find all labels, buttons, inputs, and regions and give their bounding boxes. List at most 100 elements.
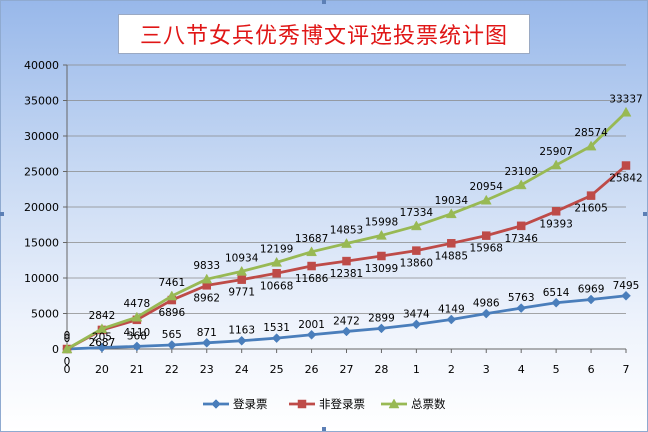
data-label: 15968	[470, 243, 503, 255]
data-point	[61, 343, 73, 354]
data-point	[271, 333, 282, 343]
data-point	[447, 239, 456, 248]
x-tick-label: 27	[340, 363, 354, 376]
x-tick-label: 0	[64, 363, 71, 376]
data-point	[481, 308, 492, 319]
x-tick-label: 7	[623, 363, 630, 376]
legend-marker	[297, 399, 307, 409]
data-label: 9771	[228, 287, 255, 299]
data-point	[97, 342, 107, 353]
data-point	[446, 314, 457, 325]
chart-title: 三八节女兵优秀博文评选投票统计图	[139, 24, 508, 49]
data-point	[411, 319, 422, 330]
data-label: 14853	[330, 225, 363, 237]
data-point	[376, 323, 387, 334]
data-point	[272, 269, 281, 278]
data-label: 28574	[574, 127, 608, 139]
data-label: 3474	[403, 308, 430, 320]
data-point	[96, 323, 108, 334]
data-label: 21605	[574, 203, 607, 215]
y-tick-label: 35000	[24, 95, 59, 108]
data-label: 13099	[365, 263, 398, 275]
data-label: 7495	[613, 280, 640, 292]
x-tick-label: 2	[448, 363, 455, 376]
data-point	[237, 275, 246, 284]
data-label: 20954	[470, 181, 504, 193]
data-point	[550, 159, 562, 170]
x-tick-label: 5	[553, 363, 560, 376]
data-point	[585, 140, 597, 151]
data-label: 6514	[543, 287, 570, 299]
data-label: 10668	[260, 280, 293, 292]
resize-handle-left[interactable]	[0, 212, 4, 216]
data-label: 17334	[400, 207, 434, 219]
data-label: 17346	[504, 233, 538, 245]
data-point	[586, 294, 596, 305]
data-point	[621, 161, 631, 170]
resize-handle-top[interactable]	[322, 0, 326, 4]
data-point	[341, 326, 352, 337]
data-point	[307, 261, 316, 271]
data-point	[412, 246, 421, 255]
data-point	[132, 341, 142, 352]
data-label: 10934	[225, 252, 259, 264]
data-label: 1163	[228, 325, 255, 337]
x-tick-label: 20	[95, 363, 109, 376]
y-tick-label: 10000	[24, 272, 59, 285]
axes: 0500010000150002000025000300003500040000…	[24, 59, 630, 376]
data-label: 6969	[578, 284, 605, 296]
data-label: 0	[64, 356, 71, 368]
x-tick-label: 3	[483, 363, 490, 376]
x-tick-label: 28	[374, 363, 388, 376]
data-label: 871	[197, 327, 217, 339]
x-tick-label: 24	[235, 363, 249, 376]
data-label: 2842	[89, 310, 116, 322]
x-tick-label: 22	[165, 363, 179, 376]
y-tick-label: 25000	[24, 166, 59, 179]
y-tick-label: 20000	[24, 201, 59, 214]
data-label: 4149	[438, 304, 465, 316]
data-point	[482, 231, 491, 240]
data-label: 19034	[435, 195, 469, 207]
data-label: 25842	[609, 173, 642, 185]
resize-handle-bottom[interactable]	[322, 427, 326, 431]
data-point	[342, 256, 351, 266]
data-label: 11686	[295, 273, 329, 285]
data-point	[306, 246, 317, 257]
data-point	[480, 194, 492, 205]
x-tick-label: 23	[200, 363, 214, 376]
data-point	[516, 303, 527, 313]
data-point	[551, 297, 561, 308]
data-point	[306, 329, 317, 340]
data-point	[516, 221, 526, 231]
data-label: 13860	[400, 258, 433, 270]
data-label: 6896	[158, 307, 185, 319]
data-label: 5763	[508, 292, 535, 304]
data-label: 23109	[504, 166, 537, 178]
x-tick-label: 4	[518, 363, 525, 376]
x-tick-label: 25	[270, 363, 284, 376]
x-tick-label: 6	[588, 363, 595, 376]
data-label: 368	[127, 330, 147, 342]
x-tick-label: 1	[413, 363, 420, 376]
data-label: 205	[92, 332, 112, 344]
data-point	[377, 251, 386, 261]
resize-handle-right[interactable]	[643, 212, 647, 216]
y-tick-label: 0	[52, 343, 59, 356]
data-point	[586, 191, 596, 200]
data-point	[621, 290, 631, 301]
y-tick-label: 40000	[24, 59, 59, 72]
data-point	[166, 290, 178, 301]
y-tick-label: 30000	[24, 130, 59, 143]
data-label: 4986	[473, 298, 500, 310]
data-point	[376, 229, 387, 240]
data-label: 7461	[158, 277, 185, 289]
legend-label: 非登录票	[319, 397, 365, 411]
y-tick-label: 5000	[31, 308, 59, 321]
data-label: 12199	[260, 243, 293, 255]
data-label: 565	[162, 329, 182, 341]
data-point	[131, 311, 143, 322]
data-point	[201, 337, 212, 348]
